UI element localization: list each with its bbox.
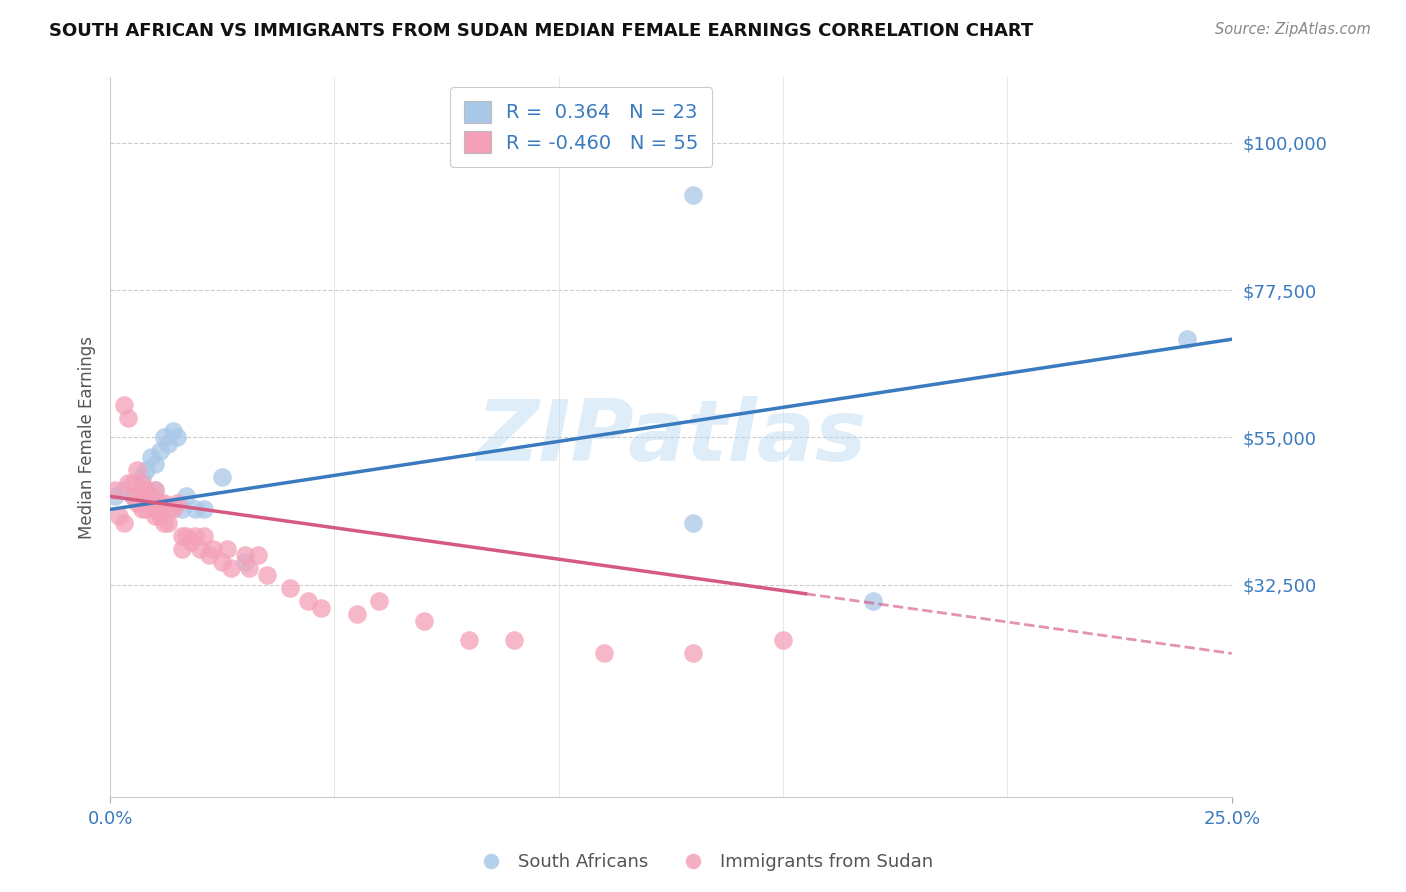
Point (180, 535, 202, 549)
Point (233, 555, 256, 569)
Point (592, 647, 614, 661)
Point (153, 430, 176, 444)
Point (346, 607, 368, 622)
Point (458, 633, 481, 648)
Point (170, 528, 193, 542)
Point (125, 463, 148, 477)
Point (104, 483, 127, 497)
Point (166, 430, 188, 444)
Point (198, 548, 221, 562)
Point (157, 516, 180, 530)
Point (139, 450, 162, 464)
Point (148, 508, 170, 523)
Point (193, 528, 215, 542)
Point (215, 541, 238, 556)
Point (131, 476, 153, 491)
Point (135, 502, 157, 516)
Point (157, 437, 180, 451)
Point (143, 483, 166, 497)
Point (139, 489, 162, 503)
Point (170, 502, 193, 516)
Legend: South Africans, Immigrants from Sudan: South Africans, Immigrants from Sudan (465, 847, 941, 879)
Point (108, 508, 131, 523)
Point (297, 594, 319, 608)
Point (143, 502, 166, 516)
Point (368, 594, 391, 608)
Point (184, 502, 207, 516)
Point (772, 633, 794, 648)
Point (131, 502, 153, 516)
Point (503, 633, 526, 648)
Point (202, 541, 225, 556)
Point (184, 528, 207, 542)
Point (153, 516, 176, 530)
Text: SOUTH AFRICAN VS IMMIGRANTS FROM SUDAN MEDIAN FEMALE EARNINGS CORRELATION CHART: SOUTH AFRICAN VS IMMIGRANTS FROM SUDAN M… (49, 22, 1033, 40)
Point (121, 476, 143, 491)
Point (117, 410, 139, 425)
Point (682, 188, 704, 202)
Point (176, 528, 198, 542)
Point (682, 647, 704, 661)
Point (170, 541, 193, 556)
Point (188, 541, 211, 556)
Point (193, 502, 215, 516)
Text: Source: ZipAtlas.com: Source: ZipAtlas.com (1215, 22, 1371, 37)
Text: ZIPatlas: ZIPatlas (475, 396, 866, 479)
Point (862, 594, 884, 608)
Y-axis label: Median Female Earnings: Median Female Earnings (79, 336, 96, 539)
Point (162, 502, 184, 516)
Point (157, 502, 180, 516)
Point (131, 469, 153, 483)
Point (112, 398, 135, 412)
Point (309, 600, 332, 615)
Point (135, 463, 157, 477)
Point (112, 516, 135, 530)
Point (413, 614, 436, 628)
Point (211, 555, 233, 569)
Point (121, 489, 143, 503)
Point (131, 489, 153, 503)
Point (162, 424, 184, 438)
Point (221, 561, 243, 575)
Point (143, 483, 166, 497)
Point (139, 496, 162, 510)
Point (117, 476, 139, 491)
Point (256, 568, 278, 582)
Point (211, 469, 233, 483)
Point (166, 496, 188, 510)
Point (1175, 332, 1198, 346)
Legend: R =  0.364   N = 23, R = -0.460   N = 55: R = 0.364 N = 23, R = -0.460 N = 55 (450, 87, 713, 167)
Point (153, 496, 176, 510)
Point (176, 489, 198, 503)
Point (682, 516, 704, 530)
Point (143, 457, 166, 471)
Point (233, 548, 256, 562)
Point (247, 548, 270, 562)
Point (148, 496, 170, 510)
Point (125, 496, 148, 510)
Point (112, 483, 135, 497)
Point (278, 581, 301, 595)
Point (104, 489, 127, 503)
Point (143, 508, 166, 523)
Point (238, 561, 260, 575)
Point (135, 483, 157, 497)
Point (121, 489, 143, 503)
Point (148, 443, 170, 458)
